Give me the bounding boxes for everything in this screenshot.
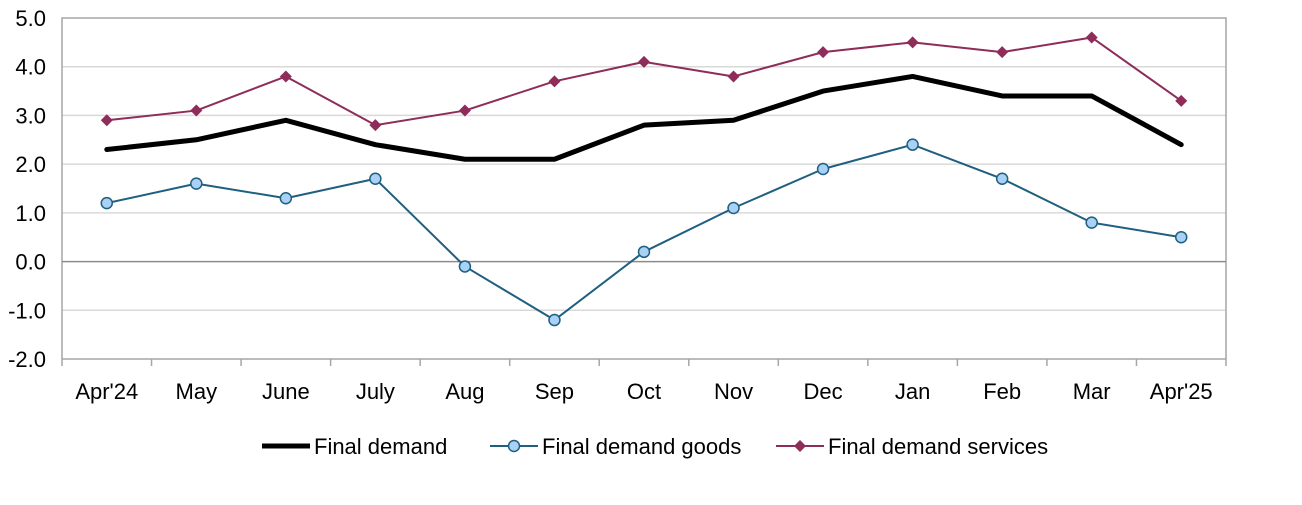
y-tick-label: 0.0: [15, 250, 46, 275]
data-point: [817, 46, 830, 59]
plot-area-frame: [61, 17, 1227, 360]
data-point: [906, 36, 919, 49]
series-line: [105, 143, 1183, 322]
data-point: [637, 245, 651, 259]
x-tick-label: Nov: [714, 379, 753, 404]
data-point: [816, 162, 830, 176]
grid-lines: [62, 65, 1226, 312]
data-point: [190, 104, 203, 117]
x-tick-label: Jan: [895, 379, 930, 404]
x-tick-label: Aug: [445, 379, 484, 404]
data-point: [1175, 94, 1188, 107]
series-line: [104, 73, 1184, 162]
data-point: [458, 104, 471, 117]
legend-item: Final demand: [262, 434, 447, 459]
y-tick-label: 4.0: [15, 55, 46, 80]
series-final-demand-services: [100, 31, 1188, 132]
data-point: [794, 440, 806, 452]
series-final-demand: [104, 73, 1184, 162]
y-tick-label: 3.0: [15, 103, 46, 128]
data-point: [190, 177, 203, 190]
legend: Final demand Final demand goods Final dema…: [262, 434, 1048, 459]
legend-label: Final demand services: [828, 434, 1048, 459]
data-point: [369, 172, 382, 186]
data-point: [458, 260, 472, 273]
data-point: [996, 46, 1009, 59]
data-point: [1174, 230, 1188, 244]
series-line: [105, 36, 1183, 127]
series-lines: [100, 31, 1188, 327]
x-tick-label: May: [176, 379, 218, 404]
series-final-demand-goods: [100, 138, 1188, 327]
data-point: [995, 172, 1009, 186]
x-tick-label: Apr'25: [1150, 379, 1213, 404]
data-point: [507, 439, 521, 453]
x-tick-label: Mar: [1073, 379, 1111, 404]
legend-item: Final demand services: [776, 434, 1048, 459]
x-tick-labels: Apr'24 May June July Aug Sep Oct Nov Dec Jan Feb Ma…: [75, 379, 1212, 404]
x-tick-label: July: [356, 379, 395, 404]
data-point: [1085, 216, 1098, 229]
data-point: [548, 313, 561, 327]
data-point: [1085, 31, 1098, 44]
y-tick-label: -2.0: [8, 347, 46, 372]
x-tick-label: Sep: [535, 379, 574, 404]
y-tick-label: -1.0: [8, 298, 46, 323]
x-tick-label: June: [262, 379, 310, 404]
data-point: [638, 55, 650, 68]
legend-label: Final demand: [314, 434, 447, 459]
x-tick-label: Oct: [627, 379, 661, 404]
data-point: [727, 70, 740, 83]
x-tick-label: Feb: [983, 379, 1021, 404]
data-point: [906, 138, 919, 151]
data-point: [100, 114, 113, 127]
legend-item: Final demand goods: [490, 434, 741, 459]
y-tick-label: 5.0: [15, 6, 46, 31]
legend-label: Final demand goods: [542, 434, 741, 459]
y-tick-label: 2.0: [15, 152, 46, 177]
data-point: [548, 75, 561, 88]
data-point: [727, 201, 740, 215]
y-tick-labels: 5.0 4.0 3.0 2.0 1.0 0.0 -1.0 -2.0: [8, 6, 46, 372]
x-tick-label: Dec: [804, 379, 843, 404]
y-tick-label: 1.0: [15, 201, 46, 226]
data-point: [279, 70, 292, 83]
data-point: [100, 196, 114, 210]
data-point: [369, 119, 382, 132]
x-tick-label: Apr'24: [75, 379, 138, 404]
data-point: [279, 191, 293, 205]
axes: [61, 17, 1227, 366]
